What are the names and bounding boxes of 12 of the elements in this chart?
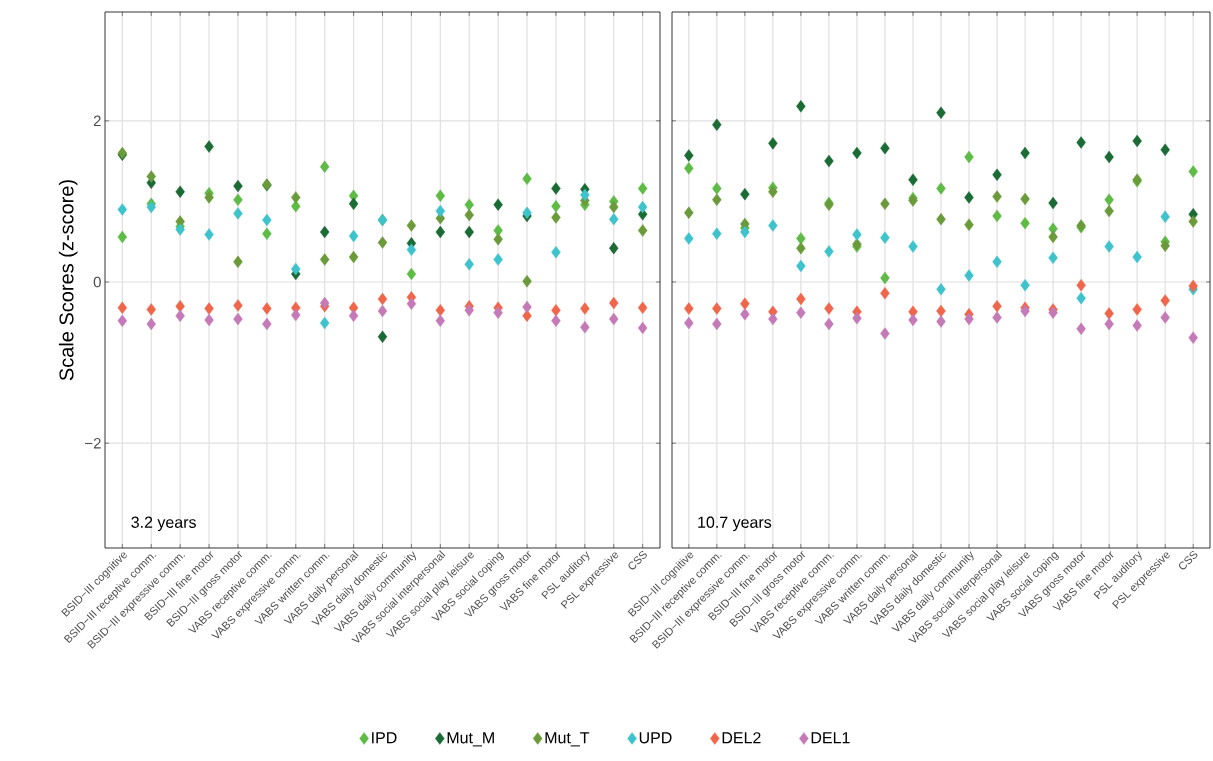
annotation: 10.7 years — [698, 516, 772, 532]
y-tick-label: 2 — [93, 115, 101, 127]
legend-label: DEL2 — [722, 732, 761, 744]
annotation: 3.2 years — [131, 516, 196, 532]
legend-label: UPD — [639, 732, 672, 744]
y-tick-label: 0 — [93, 276, 101, 288]
legend-label: IPD — [372, 732, 397, 744]
y-axis-title: Scale Scores (z-score) — [58, 180, 78, 381]
legend-label: Mut_M — [447, 732, 494, 747]
legend-label: Mut_T — [545, 732, 590, 747]
y-tick-label: −2 — [85, 437, 101, 449]
legend-label: DEL1 — [811, 732, 850, 744]
